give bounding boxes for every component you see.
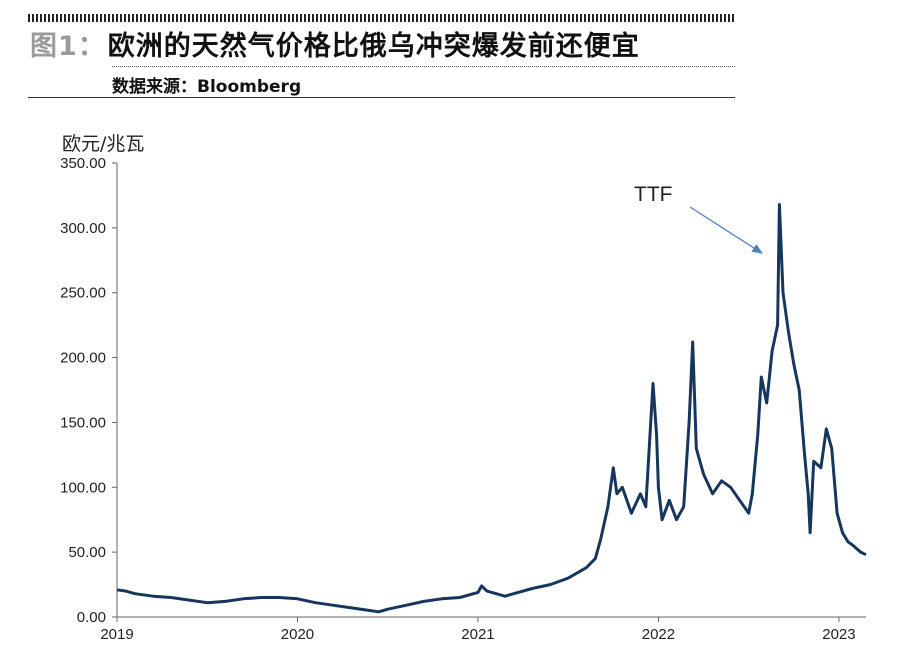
y-tick-label: 150.00	[60, 414, 106, 431]
y-tick-label: 250.00	[60, 285, 106, 302]
x-axis-ticks: 2019 2020 2021 2022 2023	[100, 617, 856, 643]
header-rule	[28, 97, 735, 98]
x-tick-label: 2020	[281, 626, 314, 643]
y-tick-label: 200.00	[60, 350, 106, 367]
x-tick-label: 2021	[461, 626, 494, 643]
x-tick-label: 2022	[642, 626, 675, 643]
y-tick-label: 350.00	[60, 155, 106, 172]
title-divider	[112, 66, 735, 67]
y-tick-label: 100.00	[60, 479, 106, 496]
ttf-annotation-arrowhead	[751, 244, 764, 254]
ttf-annotation-label: TTF	[634, 183, 672, 206]
ttf-annotation-arrow	[689, 206, 755, 249]
x-tick-label: 2023	[822, 626, 855, 643]
y-tick-label: 50.00	[68, 544, 106, 561]
y-axis-unit-label: 欧元/兆瓦	[62, 133, 144, 155]
y-tick-label: 300.00	[60, 220, 106, 237]
data-source: 数据来源：Bloomberg	[112, 77, 302, 97]
y-axis-ticks: 0.00 50.00 100.00 150.00 200.00 250.00 300.00 3…	[60, 155, 117, 626]
y-tick-label: 0.00	[77, 609, 106, 626]
figure-title-text: 欧洲的天然气价格比俄乌冲突爆发前还便宜	[107, 31, 640, 62]
figure-title: 图1：欧洲的天然气价格比俄乌冲突爆发前还便宜	[30, 24, 640, 63]
x-tick-label: 2019	[100, 626, 133, 643]
figure-number: 图1：	[30, 31, 106, 62]
title-dotted-border	[28, 14, 735, 22]
ttf-series-line	[116, 203, 867, 614]
